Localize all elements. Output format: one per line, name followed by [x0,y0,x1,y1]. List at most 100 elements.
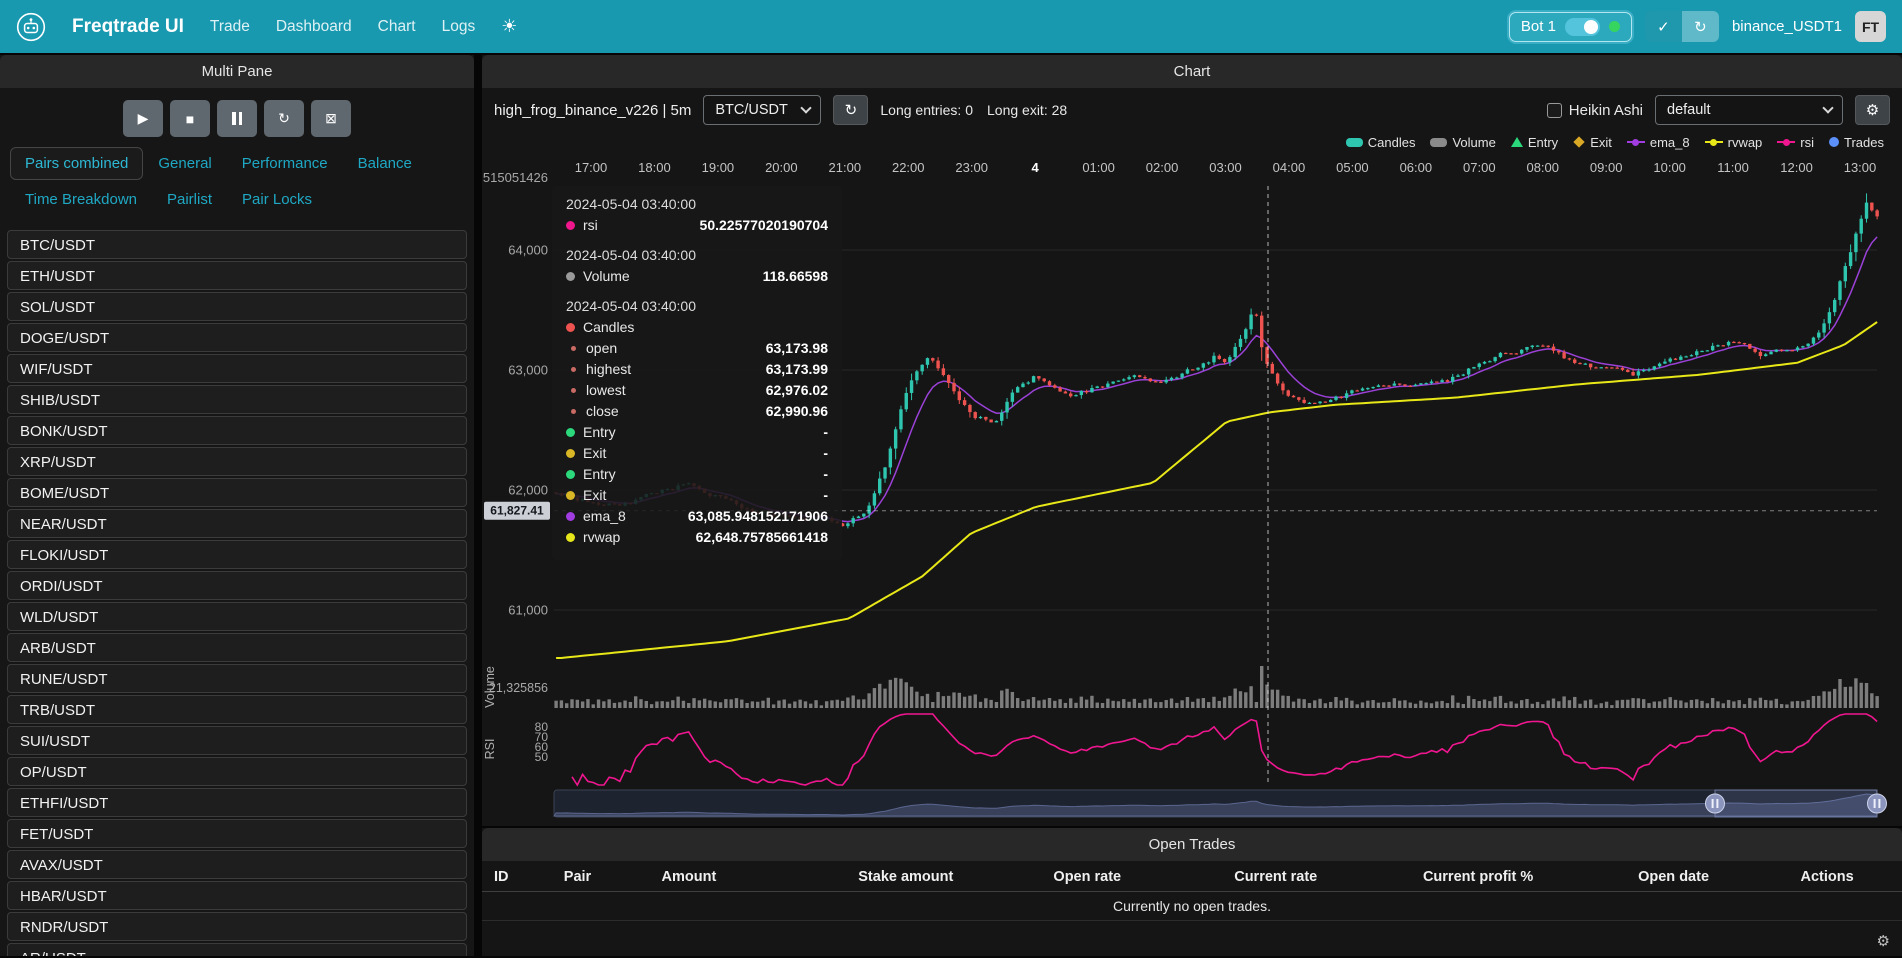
reload-button[interactable]: ↻ [264,100,304,137]
pair-row-xrp-usdt[interactable]: XRP/USDT [7,447,467,476]
nav-link-trade[interactable]: Trade [209,17,250,35]
tooltip-row: close 62,990.96 [566,401,828,422]
legend-exit[interactable]: Exit [1573,135,1612,150]
pair-row-shib-usdt[interactable]: SHIB/USDT [7,385,467,414]
pair-row-rune-usdt[interactable]: RUNE/USDT [7,664,467,693]
plot-config-select[interactable]: default [1655,95,1843,125]
series-dot-icon [566,272,575,281]
heikin-ashi-option: Heikin Ashi [1546,102,1643,119]
series-dot-icon [566,470,575,479]
pair-row-btc-usdt[interactable]: BTC/USDT [7,230,467,259]
freqtrade-logo-icon[interactable] [16,12,46,42]
tooltip-row: Volume 118.66598 [566,266,828,287]
svg-text:61,827.41: 61,827.41 [490,504,544,518]
datazoom-handle-right[interactable] [1867,793,1887,814]
pair-row-bonk-usdt[interactable]: BONK/USDT [7,416,467,445]
bot-reload-button[interactable]: ↻ [1681,11,1719,42]
pair-row-floki-usdt[interactable]: FLOKI/USDT [7,540,467,569]
tooltip-row: Entry - [566,422,828,443]
legend-rvwap[interactable]: rvwap [1704,135,1762,150]
pair-row-trb-usdt[interactable]: TRB/USDT [7,695,467,724]
tooltip-time: 2024-05-04 03:40:00 [566,298,696,314]
tab-pairs-combined[interactable]: Pairs combined [10,147,144,180]
legend-label: ema_8 [1649,134,1690,150]
svg-text:20:00: 20:00 [765,160,798,175]
series-dot-icon [571,346,576,351]
bot-selector[interactable]: Bot 1 [1508,11,1632,42]
stop-button[interactable]: ■ [170,100,210,137]
bot-toggle[interactable] [1564,17,1600,36]
pair-row-ethfi-usdt[interactable]: ETHFI/USDT [7,788,467,817]
pair-row-near-usdt[interactable]: NEAR/USDT [7,509,467,538]
svg-text:4: 4 [1032,160,1040,175]
pair-row-arb-usdt[interactable]: ARB/USDT [7,633,467,662]
nav-link-dashboard[interactable]: Dashboard [275,17,352,35]
pair-row-wif-usdt[interactable]: WIF/USDT [7,354,467,383]
pair-row-ordi-usdt[interactable]: ORDI/USDT [7,571,467,600]
pair-select[interactable]: BTC/USDT [703,95,822,125]
candles-marker-icon [1345,137,1363,147]
bot-check-button[interactable]: ✓ [1644,11,1682,42]
pair-row-ar-usdt[interactable]: AR/USDT [7,943,467,956]
refresh-chart-button[interactable]: ↻ [833,95,869,125]
brand-title[interactable]: Freqtrade UI [72,15,184,37]
pair-row-fet-usdt[interactable]: FET/USDT [7,819,467,848]
datazoom-handle-left[interactable] [1705,793,1725,814]
layout-settings-icon[interactable]: ⚙ [1876,933,1890,950]
tooltip-row: ema_8 63,085.948152171906 [566,506,828,527]
series-dot-icon [566,449,575,458]
tab-performance[interactable]: Performance [227,147,343,180]
legend-rsi[interactable]: rsi [1777,135,1814,150]
rsi-marker-icon [1777,138,1796,146]
tab-general[interactable]: General [143,147,226,180]
pause-button[interactable] [217,100,257,137]
pair-row-wld-usdt[interactable]: WLD/USDT [7,602,467,631]
svg-text:22:00: 22:00 [892,160,925,175]
tab-balance[interactable]: Balance [343,147,427,180]
rvwap-marker-icon [1704,138,1723,146]
nav-link-chart[interactable]: Chart [377,17,416,35]
datazoom-window[interactable] [1714,789,1878,818]
svg-text:62,000: 62,000 [508,483,548,498]
multi-pane-tabs: Pairs combined General Performance Balance T… [0,147,474,216]
legend-label: rsi [1800,134,1815,150]
user-avatar[interactable]: FT [1855,11,1886,42]
pair-row-bome-usdt[interactable]: BOME/USDT [7,478,467,507]
legend-candles[interactable]: Candles [1345,135,1415,150]
legend-ema-8[interactable]: ema_8 [1626,134,1690,150]
theme-toggle-icon[interactable]: ☀ [501,16,518,36]
chart-area[interactable]: 64,000 63,000 62,000 61,000 515051426 17:00 18… [482,156,1902,826]
start-button[interactable]: ▶ [123,100,163,137]
chart-settings-button[interactable]: ⚙ [1855,95,1890,125]
nav-link-logs[interactable]: Logs [441,17,476,35]
tooltip-row: Candles [566,317,828,338]
legend-volume[interactable]: Volume [1430,135,1496,150]
legend-trades[interactable]: Trades [1829,135,1884,150]
pair-row-sui-usdt[interactable]: SUI/USDT [7,726,467,755]
svg-text:10:00: 10:00 [1653,160,1686,175]
pair-row-avax-usdt[interactable]: AVAX/USDT [7,850,467,879]
pair-row-hbar-usdt[interactable]: HBAR/USDT [7,881,467,910]
legend-entry[interactable]: Entry [1510,135,1558,150]
tooltip-time: 2024-05-04 03:40:00 [566,196,696,212]
col-actions: Actions [1800,869,1854,885]
pair-row-eth-usdt[interactable]: ETH/USDT [7,261,467,290]
forceexit-button[interactable]: ⊠ [311,100,351,137]
svg-text:08:00: 08:00 [1526,160,1559,175]
open-trades-empty: Currently no open trades. [482,892,1902,921]
rsi-line [571,713,1878,787]
svg-text:70: 70 [535,730,549,744]
tooltip-row: Exit - [566,485,828,506]
pair-row-rndr-usdt[interactable]: RNDR/USDT [7,912,467,941]
pair-row-op-usdt[interactable]: OP/USDT [7,757,467,786]
legend-label: Exit [1590,134,1612,150]
pair-row-sol-usdt[interactable]: SOL/USDT [7,292,467,321]
open-trades-header: Open Trades [482,828,1902,861]
series-dot-icon [566,512,575,521]
heikin-ashi-checkbox[interactable] [1546,102,1562,118]
tab-time-breakdown[interactable]: Time Breakdown [10,183,152,216]
pair-row-doge-usdt[interactable]: DOGE/USDT [7,323,467,352]
tab-pair-locks[interactable]: Pair Locks [227,183,327,216]
candlestick-chart[interactable]: 64,000 63,000 62,000 61,000 515051426 17:00 18… [482,156,1902,824]
tab-pairlist[interactable]: Pairlist [152,183,227,216]
